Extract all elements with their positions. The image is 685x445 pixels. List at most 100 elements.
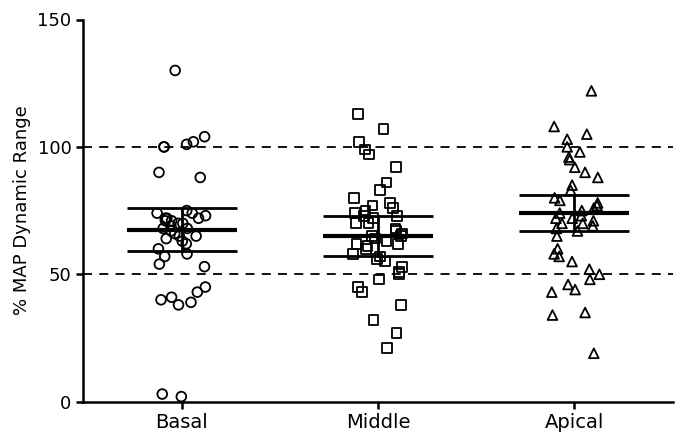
Point <box>177 238 188 245</box>
Point <box>157 391 168 398</box>
Point <box>575 149 586 156</box>
Point <box>362 243 373 250</box>
Point <box>391 164 402 171</box>
Point <box>158 225 169 232</box>
Point <box>584 276 595 283</box>
Point <box>166 217 177 224</box>
Point <box>159 253 170 260</box>
Point <box>374 276 385 283</box>
Point <box>367 202 378 209</box>
Point <box>379 258 390 265</box>
Point <box>165 222 176 230</box>
Point <box>364 151 375 158</box>
Y-axis label: % MAP Dynamic Range: % MAP Dynamic Range <box>12 106 31 316</box>
Point <box>588 217 599 224</box>
Point <box>200 283 211 291</box>
Point <box>562 136 573 143</box>
Point <box>182 207 192 214</box>
Point <box>570 286 581 293</box>
Point <box>547 288 558 295</box>
Point <box>562 143 573 150</box>
Point <box>587 222 598 230</box>
Point <box>393 271 404 278</box>
Point <box>162 214 173 222</box>
Point <box>580 169 590 176</box>
Point <box>199 133 210 140</box>
Point <box>368 316 379 324</box>
Point <box>382 344 393 352</box>
Point <box>391 212 402 219</box>
Point <box>351 240 362 247</box>
Point <box>564 156 575 163</box>
Point <box>393 268 404 275</box>
Point <box>158 143 169 150</box>
Point <box>553 253 564 260</box>
Point <box>181 141 192 148</box>
Point <box>390 225 401 232</box>
Point <box>551 225 562 232</box>
Point <box>580 309 590 316</box>
Point <box>375 253 386 260</box>
Point <box>349 194 360 202</box>
Point <box>371 255 382 263</box>
Point <box>356 288 367 295</box>
Point <box>396 301 407 308</box>
Point <box>160 217 171 224</box>
Point <box>190 233 201 240</box>
Point <box>552 245 563 252</box>
Point <box>572 227 583 235</box>
Point <box>182 225 192 232</box>
Point <box>566 214 577 222</box>
Point <box>155 296 166 303</box>
Point <box>384 199 395 206</box>
Point <box>158 143 169 150</box>
Point <box>549 123 560 130</box>
Point <box>569 164 580 171</box>
Point <box>566 182 577 189</box>
Point <box>563 154 574 161</box>
Point <box>199 263 210 270</box>
Point <box>351 220 362 227</box>
Point <box>151 210 162 217</box>
Point <box>176 393 187 400</box>
Point <box>594 271 605 278</box>
Point <box>397 230 408 237</box>
Point <box>593 199 603 206</box>
Point <box>353 138 364 146</box>
Point <box>352 283 363 291</box>
Point <box>584 266 595 273</box>
Point <box>593 174 603 181</box>
Point <box>586 87 597 94</box>
Point <box>363 220 374 227</box>
Point <box>565 186 576 194</box>
Point <box>173 220 184 227</box>
Point <box>368 214 379 222</box>
Point <box>182 251 192 258</box>
Point <box>551 214 562 222</box>
Point <box>174 233 185 240</box>
Point <box>195 174 206 181</box>
Point <box>549 194 560 202</box>
Point <box>547 312 558 319</box>
Point <box>396 233 407 240</box>
Point <box>181 240 192 247</box>
Point <box>188 138 199 146</box>
Point <box>554 197 565 204</box>
Point <box>177 220 188 227</box>
Point <box>154 260 165 267</box>
Point <box>186 299 197 306</box>
Point <box>391 329 402 336</box>
Point <box>366 233 377 240</box>
Point <box>381 238 392 245</box>
Point <box>370 235 381 242</box>
Point <box>582 130 593 138</box>
Point <box>200 212 211 219</box>
Point <box>390 227 401 235</box>
Point <box>153 245 164 252</box>
Point <box>358 212 369 219</box>
Point <box>393 240 403 247</box>
Point <box>577 220 588 227</box>
Point <box>562 281 573 288</box>
Point <box>166 227 177 235</box>
Point <box>192 288 203 295</box>
